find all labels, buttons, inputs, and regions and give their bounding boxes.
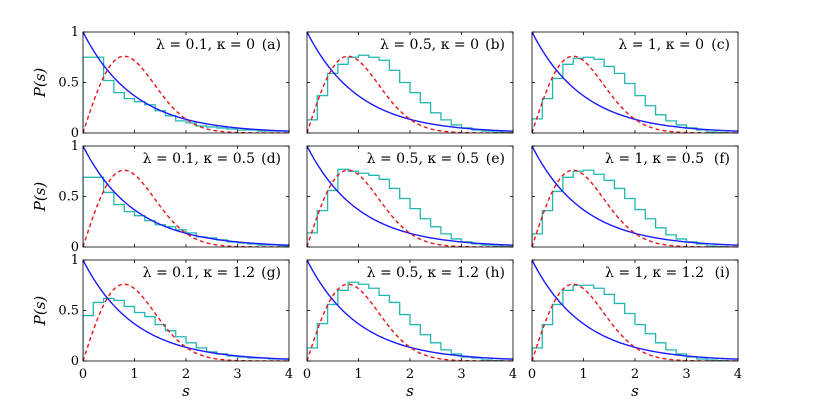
- y-axis-label: P(s): [31, 182, 49, 213]
- panel-tag: (c): [711, 37, 730, 53]
- parameter-label: λ = 0.1, κ = 0.5: [143, 151, 255, 167]
- x-tick-label: 0: [79, 367, 87, 382]
- x-tick-label: 2: [182, 367, 190, 382]
- x-tick-label: 4: [734, 367, 742, 382]
- histogram-series: [307, 54, 513, 133]
- x-tick-label: 4: [509, 367, 517, 382]
- panel-tag: (b): [485, 37, 505, 53]
- parameter-label: λ = 1, κ = 1.2: [605, 265, 704, 281]
- parameter-label: λ = 0.1, κ = 0: [156, 37, 255, 53]
- plot-area: [532, 260, 738, 361]
- x-tick-label: 3: [682, 367, 690, 382]
- x-tick-label: 1: [579, 367, 587, 382]
- panel-h: 0 1 2 3 4 λ = 0.5, κ = 1.2 (h) s: [303, 259, 517, 400]
- panel-tag: (d): [261, 151, 281, 167]
- x-tick-label: 0: [528, 367, 536, 382]
- y-tick-label: 0.5: [58, 304, 79, 319]
- panel-f: λ = 1, κ = 0.5 (f): [531, 145, 739, 248]
- poisson-curve: [307, 260, 513, 360]
- parameter-label: λ = 0.5, κ = 1.2: [367, 265, 479, 281]
- poisson-curve: [532, 260, 738, 360]
- plot-area: [532, 32, 738, 133]
- panel-tag: (g): [261, 265, 281, 281]
- parameter-label: λ = 0.5, κ = 0: [380, 37, 479, 53]
- poisson-curve: [532, 32, 738, 132]
- x-tick-label: 2: [406, 367, 414, 382]
- x-axis-label: s: [631, 382, 639, 400]
- parameter-label: λ = 0.1, κ = 1.2: [143, 265, 255, 281]
- poisson-curve: [307, 32, 513, 132]
- y-tick-label: 0: [71, 354, 79, 369]
- panel-b: λ = 0.5, κ = 0 (b): [306, 31, 514, 134]
- poisson-curve: [83, 260, 289, 360]
- panel-i: 0 1 2 3 4 λ = 1, κ = 1.2 (i) s: [528, 259, 742, 400]
- parameter-label: λ = 0.5, κ = 0.5: [367, 151, 479, 167]
- y-tick-label: 0.5: [58, 190, 79, 205]
- poisson-curve: [83, 32, 289, 132]
- x-tick-label: 1: [130, 367, 138, 382]
- histogram-series: [532, 169, 738, 247]
- plot-area: [307, 32, 513, 133]
- histogram-series: [307, 281, 513, 361]
- poisson-curve: [83, 146, 289, 246]
- panel-e: λ = 0.5, κ = 0.5 (e): [306, 145, 514, 248]
- y-tick-label: 1: [71, 253, 79, 268]
- x-tick-label: 3: [233, 367, 241, 382]
- panel-g: 0 1 2 3 4 0 0.5 1 λ = 0.1, κ = 1.2 (g) P(s) s: [31, 253, 293, 400]
- panel-a: 0 0.5 1 λ = 0.1, κ = 0 (a) P(s): [31, 25, 290, 141]
- x-tick-label: 0: [303, 367, 311, 382]
- panel-tag: (e): [486, 151, 505, 167]
- wigner-curve: [83, 283, 289, 361]
- histogram-series: [83, 297, 289, 361]
- histogram-series: [307, 168, 513, 247]
- panel-d: 0 0.5 1 λ = 0.1, κ = 0.5 (d) P(s): [31, 139, 290, 255]
- histogram-series: [532, 284, 738, 361]
- histogram-series: [83, 176, 289, 247]
- panel-tag: (i): [715, 265, 730, 281]
- x-tick-label: 4: [285, 367, 293, 382]
- plot-area: [83, 260, 289, 361]
- plot-area: [307, 260, 513, 361]
- poisson-curve: [307, 146, 513, 246]
- x-tick-label: 3: [457, 367, 465, 382]
- poisson-curve: [532, 146, 738, 246]
- y-tick-label: 0: [71, 240, 79, 255]
- y-axis-label: P(s): [31, 68, 49, 99]
- y-tick-label: 1: [71, 25, 79, 40]
- x-axis-label: s: [182, 382, 190, 400]
- histogram-series: [532, 56, 738, 133]
- y-axis-label: P(s): [31, 296, 49, 327]
- panel-c: λ = 1, κ = 0 (c): [531, 31, 739, 134]
- y-tick-label: 1: [71, 139, 79, 154]
- wigner-curve: [83, 169, 289, 247]
- histogram-series: [83, 56, 289, 133]
- x-tick-label: 1: [354, 367, 362, 382]
- parameter-label: λ = 1, κ = 0: [618, 37, 704, 53]
- plot-area: [83, 146, 289, 247]
- parameter-label: λ = 1, κ = 0.5: [605, 151, 704, 167]
- plot-area: [83, 32, 289, 133]
- panel-tag: (h): [485, 265, 505, 281]
- plot-area: [532, 146, 738, 247]
- panel-tag: (a): [262, 37, 281, 53]
- x-axis-label: s: [406, 382, 414, 400]
- panel-tag: (f): [714, 151, 730, 167]
- y-tick-label: 0: [71, 126, 79, 141]
- x-tick-label: 2: [631, 367, 639, 382]
- y-tick-label: 0.5: [58, 76, 79, 91]
- plot-area: [307, 146, 513, 247]
